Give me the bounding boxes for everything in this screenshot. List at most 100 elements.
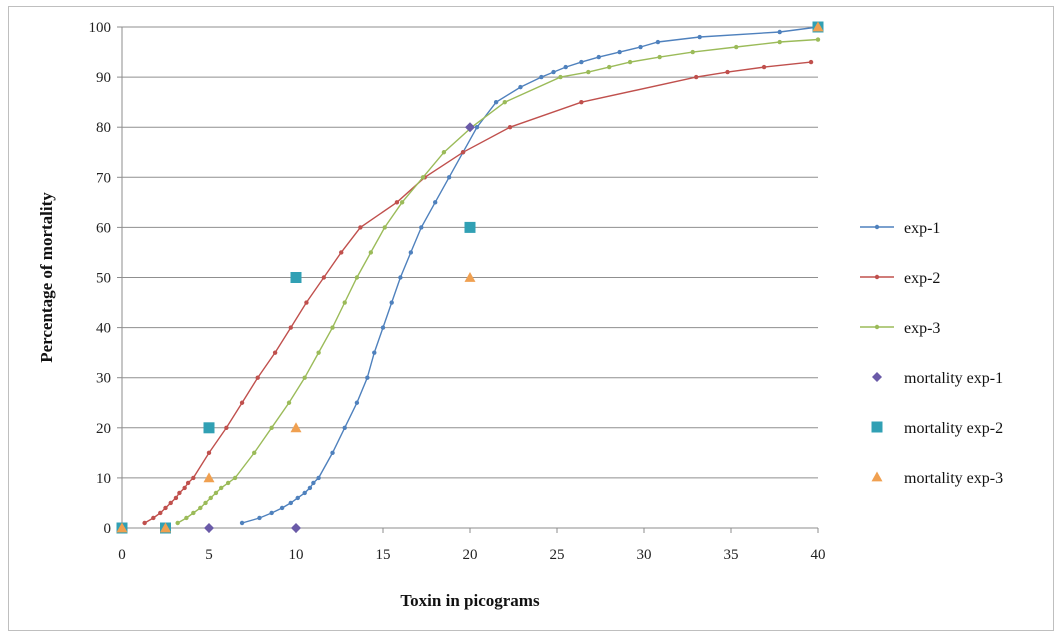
marker-mortality-exp-3-4 [464, 272, 476, 282]
point-exp-2-4 [168, 500, 173, 506]
ytick-label-0: 0 [104, 521, 112, 537]
point-exp-1-19 [419, 225, 424, 230]
point-exp-1-2 [269, 510, 274, 516]
legend-item-exp-1: exp-1 [860, 220, 940, 237]
point-exp-3-21 [420, 175, 426, 180]
point-exp-1-18 [408, 250, 414, 255]
point-exp-3-16 [342, 300, 347, 305]
point-exp-2-22 [460, 150, 466, 155]
point-exp-1-12 [354, 400, 360, 405]
legend-swatch-marker [871, 421, 883, 433]
point-exp-1-16 [389, 300, 394, 305]
legend-label: mortality exp-2 [904, 420, 1003, 437]
legend-label: exp-2 [904, 270, 940, 287]
point-exp-2-17 [321, 275, 327, 280]
point-exp-3-9 [232, 475, 238, 481]
point-exp-1-15 [380, 325, 386, 330]
point-exp-3-4 [203, 500, 208, 506]
xtick-label-5: 5 [205, 547, 213, 563]
point-exp-2-20 [394, 200, 400, 205]
series-exp-3 [175, 37, 821, 526]
marker-mortality-exp-3-2 [203, 472, 215, 483]
legend-item-mortality-exp-1: mortality exp-1 [872, 370, 1003, 387]
legend-label: exp-1 [904, 220, 940, 237]
series-mortality-exp-3 [116, 21, 824, 533]
point-exp-3-10 [252, 450, 257, 456]
point-exp-1-5 [295, 495, 300, 501]
point-exp-3-15 [330, 325, 335, 330]
y-axis-title: Percentage of mortality [37, 192, 56, 363]
marker-mortality-exp-3-1 [160, 522, 171, 533]
point-exp-3-27 [607, 64, 612, 70]
gridlines [117, 26, 819, 533]
point-exp-1-1 [257, 515, 262, 521]
legend-swatch-point [874, 324, 880, 330]
ytick-label-10: 10 [96, 471, 111, 487]
series-exp-2 [142, 59, 814, 526]
point-exp-3-22 [441, 150, 447, 155]
point-exp-2-2 [158, 510, 163, 516]
point-exp-3-7 [218, 485, 224, 491]
point-exp-3-6 [213, 490, 219, 496]
series-exp-1 [239, 24, 821, 526]
point-exp-1-9 [316, 475, 321, 481]
point-exp-1-13 [365, 375, 370, 380]
x-axis-ticks: 0 5 10 15 20 25 30 35 40 [118, 547, 825, 563]
legend-item-exp-2: exp-2 [860, 270, 940, 287]
point-exp-3-28 [627, 59, 633, 65]
point-exp-2-0 [142, 520, 147, 526]
legend-swatch-marker [872, 372, 882, 382]
point-exp-1-4 [288, 500, 293, 506]
point-exp-1-0 [239, 520, 245, 526]
legend-item-exp-3: exp-3 [860, 320, 940, 337]
point-exp-2-18 [339, 250, 344, 255]
point-exp-3-2 [191, 510, 196, 516]
point-exp-1-31 [617, 49, 622, 55]
point-exp-1-11 [342, 425, 347, 430]
point-exp-3-19 [382, 225, 387, 230]
point-exp-1-28 [563, 64, 568, 70]
point-exp-1-17 [398, 275, 403, 280]
legend-label: mortality exp-3 [904, 470, 1003, 487]
point-exp-3-8 [225, 480, 231, 486]
xtick-label-25: 25 [550, 547, 565, 563]
point-exp-3-20 [399, 200, 405, 205]
point-exp-3-5 [208, 495, 213, 501]
marker-mortality-exp-1-4 [465, 122, 475, 133]
point-exp-3-11 [269, 425, 274, 430]
y-axis-ticks: 0 10 20 30 40 50 60 70 80 90 100 [89, 20, 112, 537]
legend-swatch-marker [871, 471, 883, 482]
point-exp-2-26 [725, 69, 730, 75]
point-exp-3-31 [734, 44, 739, 50]
point-exp-1-33 [655, 39, 661, 45]
point-exp-3-12 [286, 400, 292, 405]
point-exp-1-30 [596, 54, 601, 60]
point-exp-2-25 [694, 74, 699, 80]
xtick-label-0: 0 [118, 547, 126, 563]
point-exp-2-13 [255, 375, 260, 380]
point-exp-1-10 [330, 450, 335, 456]
ytick-label-70: 70 [96, 170, 111, 186]
marker-mortality-exp-3-3 [290, 422, 302, 433]
ytick-label-20: 20 [96, 421, 111, 437]
line-exp-3 [177, 38, 819, 524]
point-exp-1-29 [579, 59, 584, 65]
point-exp-1-32 [638, 44, 643, 50]
legend-label: exp-3 [904, 320, 940, 337]
point-exp-1-8 [311, 480, 316, 486]
point-exp-3-30 [690, 49, 695, 55]
point-exp-3-33 [815, 37, 821, 42]
point-exp-2-5 [173, 495, 179, 501]
point-exp-1-20 [433, 200, 438, 205]
xtick-label-35: 35 [724, 547, 739, 563]
point-exp-3-3 [198, 505, 203, 511]
chart-frame [8, 6, 1054, 631]
ytick-label-50: 50 [96, 271, 111, 287]
point-exp-2-19 [358, 225, 363, 230]
point-exp-1-14 [372, 350, 377, 355]
legend-label: mortality exp-1 [904, 370, 1003, 387]
ytick-label-100: 100 [89, 20, 112, 36]
point-exp-1-23 [474, 125, 480, 130]
point-exp-3-25 [558, 74, 563, 80]
